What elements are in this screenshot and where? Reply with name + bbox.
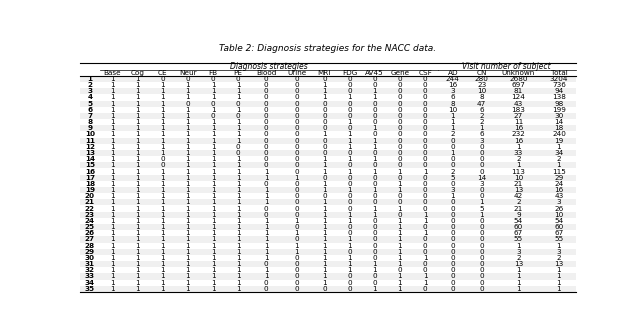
Text: Diagnosis strategies: Diagnosis strategies (230, 62, 308, 71)
Text: Table 2: Diagnosis strategies for the NACC data.: Table 2: Diagnosis strategies for the NA… (220, 44, 436, 53)
Text: Visit number of subject: Visit number of subject (463, 62, 551, 71)
